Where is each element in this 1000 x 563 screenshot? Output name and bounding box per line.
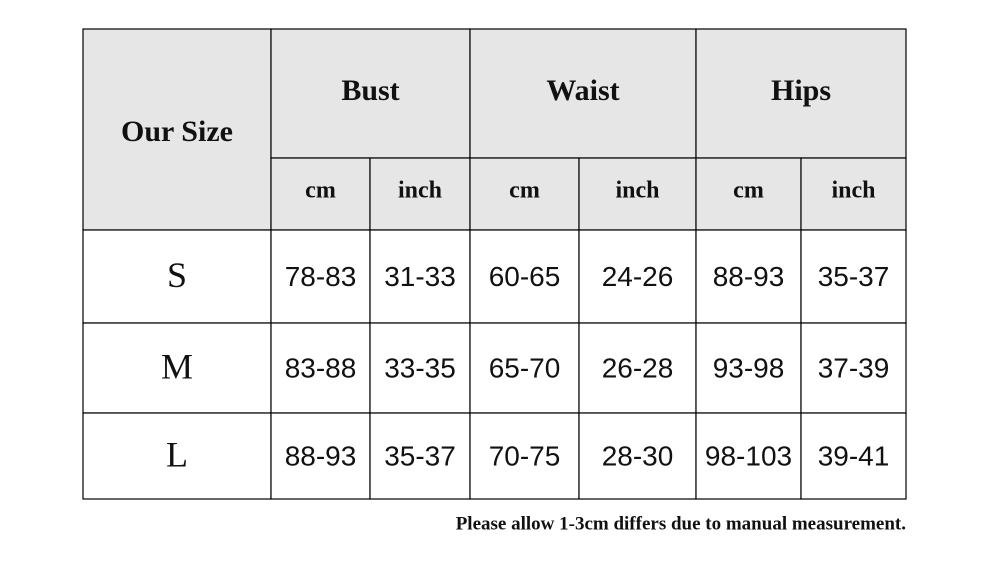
table-cell (578, 229, 697, 324)
header-cell: Our Size (121, 115, 233, 148)
table-cell (270, 322, 371, 414)
table-cell (800, 157, 907, 231)
table-cell (270, 28, 471, 159)
header-cell: Waist (546, 74, 619, 107)
table-cell (469, 229, 580, 324)
value-cell: 37-39 (818, 352, 890, 383)
unit-cell: cm (733, 178, 764, 204)
value-cell: 98-103 (705, 440, 792, 471)
table-cell (82, 28, 272, 231)
table-cell (82, 322, 272, 414)
table-cell (800, 229, 907, 324)
value-cell: 83-88 (285, 352, 357, 383)
table-cell (469, 412, 580, 500)
value-cell: 24-26 (602, 261, 674, 292)
table-cell (695, 229, 802, 324)
table-cell (369, 412, 471, 500)
value-cell: 93-98 (713, 352, 785, 383)
note: Please allow 1-3cm differs due to manual… (456, 513, 906, 534)
header-cell: Bust (341, 74, 399, 107)
value-cell: 31-33 (384, 261, 456, 292)
unit-cell: inch (615, 178, 659, 204)
table-cell (800, 322, 907, 414)
unit-cell: inch (398, 178, 442, 204)
table-cell (270, 229, 371, 324)
table-cell (469, 28, 697, 159)
value-cell: 35-37 (818, 261, 890, 292)
value-cell: 39-41 (818, 440, 890, 471)
value-cell: 35-37 (384, 440, 456, 471)
table-cell (695, 322, 802, 414)
size-cell: S (167, 255, 187, 295)
unit-cell: cm (509, 178, 540, 204)
value-cell: 88-93 (713, 261, 785, 292)
value-cell: 88-93 (285, 440, 357, 471)
table-cell (369, 157, 471, 231)
table-cell (369, 229, 471, 324)
table-cell (469, 322, 580, 414)
table-cell (578, 157, 697, 231)
value-cell: 26-28 (602, 352, 674, 383)
value-cell: 60-65 (489, 261, 561, 292)
table-cell (800, 412, 907, 500)
size-cell: M (161, 346, 193, 386)
unit-cell: cm (305, 178, 336, 204)
table-cell (369, 322, 471, 414)
header-cell: Hips (771, 74, 831, 107)
value-cell: 33-35 (384, 352, 456, 383)
table-cell (695, 28, 907, 159)
value-cell: 78-83 (285, 261, 357, 292)
size-cell: L (166, 434, 188, 474)
table-cell (578, 412, 697, 500)
table-cell (578, 322, 697, 414)
unit-cell: inch (831, 178, 875, 204)
value-cell: 28-30 (602, 440, 674, 471)
table-cell (82, 412, 272, 500)
value-cell: 70-75 (489, 440, 561, 471)
value-cell: 65-70 (489, 352, 561, 383)
